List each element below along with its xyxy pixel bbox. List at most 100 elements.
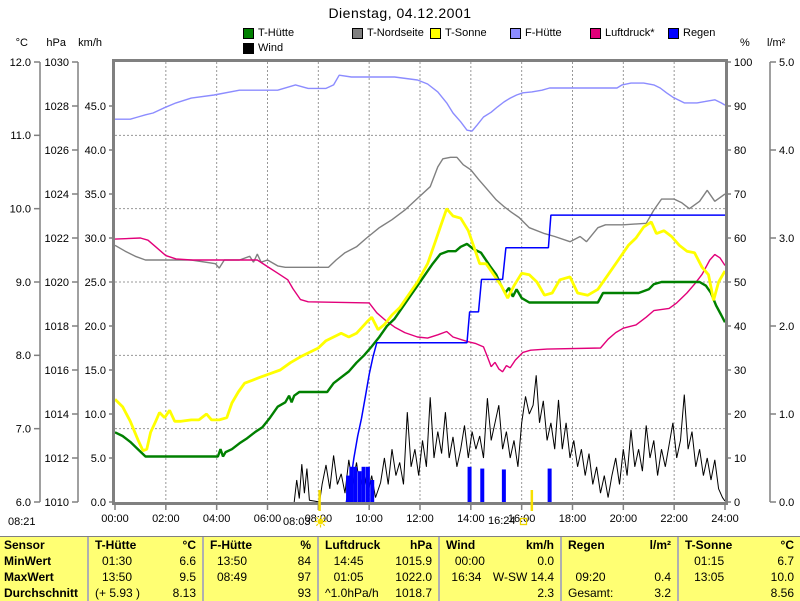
cell-value: W-SW 14.4 — [492, 570, 554, 584]
legend-swatch — [668, 28, 679, 39]
svg-text:1022: 1022 — [45, 233, 69, 245]
sensor-name: F-Hütte — [210, 538, 252, 552]
svg-text:22:00: 22:00 — [660, 513, 688, 525]
svg-text:40.0: 40.0 — [85, 145, 106, 157]
table-header-row: Wind km/h — [440, 537, 560, 553]
table-data-row: 00:00 0.0 — [440, 553, 560, 569]
cell-time: ^1.0hPa/h — [325, 586, 379, 600]
sunset-time-label: 16:24 — [488, 515, 516, 527]
chart-title: Dienstag, 04.12.2001 — [328, 5, 472, 21]
table-column: Regen l/m² 09:20 0.4 Gesamt: 3.2 — [560, 537, 677, 601]
table-data-row: 8.56 — [679, 585, 800, 601]
legend-label: T-Sonne — [445, 27, 487, 39]
cell-time: 13:05 — [694, 570, 725, 584]
cell-value: 10.0 — [770, 570, 794, 584]
series-regen — [345, 214, 725, 502]
svg-text:1030: 1030 — [45, 57, 69, 69]
svg-text:1024: 1024 — [45, 189, 69, 201]
cell-value: 3.2 — [654, 586, 671, 600]
cell-value: 0.4 — [654, 570, 671, 584]
rain-bars — [346, 466, 552, 502]
legend-label: T-Hütte — [258, 27, 295, 39]
footer-time-label: 08:21 — [8, 516, 36, 528]
svg-text:10.0: 10.0 — [10, 203, 31, 215]
svg-text:1012: 1012 — [45, 453, 69, 465]
sensor-unit: °C — [182, 538, 196, 552]
celsius-axis: 6.0 7.0 8.0 9.0 10.0 11.0 12.0 — [10, 57, 41, 509]
table-data-row: 01:30 6.6 — [89, 553, 202, 569]
table-header-row: Regen l/m² — [562, 537, 677, 553]
sunset-marker: 16:24 — [488, 515, 529, 527]
svg-text:04:00: 04:00 — [203, 513, 231, 525]
sensor-unit: km/h — [525, 538, 554, 552]
cell-value: 2.3 — [537, 586, 554, 600]
row-label: MaxWert — [4, 570, 54, 584]
table-column: T-Hütte °C 01:30 6.6 13:50 9.5 (+ 5.93 ) 8.13 — [87, 537, 202, 601]
svg-text:10:00: 10:00 — [355, 513, 383, 525]
sunset-icon — [519, 517, 527, 526]
cell-time: 01:05 — [333, 570, 364, 584]
table-data-row: 16:34 W-SW 14.4 — [440, 569, 560, 585]
axis-unit-kmh: km/h — [78, 37, 102, 49]
table-data-row: 09:20 0.4 — [562, 569, 677, 585]
cell-value: 97 — [297, 570, 311, 584]
cell-time: Gesamt: — [568, 586, 614, 600]
svg-text:30.0: 30.0 — [85, 233, 106, 245]
svg-text:20:00: 20:00 — [610, 513, 638, 525]
cell-time: 09:20 — [575, 570, 606, 584]
kmh-axis: 0.0 5.0 10.0 15.0 20.0 25.0 30.0 35.0 40.0 45.0 — [85, 101, 115, 509]
table-data-row: ^1.0hPa/h 1018.7 — [319, 585, 438, 601]
legend-item-luftdruck-: Luftdruck* — [590, 28, 655, 39]
svg-text:5.0: 5.0 — [779, 57, 794, 69]
svg-text:90: 90 — [734, 101, 746, 113]
cell-value: 1022.0 — [395, 570, 432, 584]
svg-text:18:00: 18:00 — [559, 513, 587, 525]
legend-item-t-h-tte: T-Hütte — [243, 28, 294, 39]
cell-value: 1018.7 — [395, 586, 432, 600]
svg-text:20: 20 — [734, 409, 746, 421]
svg-text:60: 60 — [734, 233, 746, 245]
svg-text:00:00: 00:00 — [101, 513, 129, 525]
table-data-row: 93 — [204, 585, 317, 601]
legend-label: F-Hütte — [525, 27, 562, 39]
table-data-row: 14:45 1015.9 — [319, 553, 438, 569]
table-data-row: 08:49 97 — [204, 569, 317, 585]
svg-text:40: 40 — [734, 321, 746, 333]
sensor-unit: % — [300, 538, 311, 552]
svg-text:12:00: 12:00 — [406, 513, 434, 525]
cell-time: 13:50 — [102, 570, 133, 584]
cell-time: 01:15 — [694, 554, 725, 568]
table-row-label: MaxWert — [0, 569, 87, 585]
svg-text:12.0: 12.0 — [10, 57, 31, 69]
table-header-row: T-Sonne °C — [679, 537, 800, 553]
svg-text:1014: 1014 — [45, 409, 69, 421]
table-header-row: F-Hütte% — [204, 537, 317, 553]
svg-text:7.0: 7.0 — [16, 423, 31, 435]
svg-text:50: 50 — [734, 277, 746, 289]
sunrise-time-label: 08:03 — [283, 515, 311, 528]
sensor-unit: l/m² — [649, 538, 671, 552]
row-label: MinWert — [4, 554, 52, 568]
sunrise-marker: 08:03 — [283, 515, 327, 528]
cell-value: 6.6 — [179, 554, 196, 568]
svg-text:70: 70 — [734, 189, 746, 201]
legend-swatch — [243, 43, 254, 54]
sensor-name: Regen — [568, 538, 605, 552]
legend-label: Wind — [258, 42, 284, 54]
series-f-h-tte — [115, 74, 725, 132]
cell-value: 8.56 — [770, 586, 794, 600]
cell-value: 8.13 — [172, 586, 196, 600]
series-layer — [115, 74, 725, 502]
series-t-nordseite — [115, 156, 725, 269]
sensor-name: Luftdruck — [325, 538, 381, 552]
svg-text:45.0: 45.0 — [85, 101, 106, 113]
svg-text:9.0: 9.0 — [16, 277, 31, 289]
legend-swatch — [430, 28, 441, 39]
lm2-axis: 0.0 1.0 2.0 3.0 4.0 5.0 — [769, 57, 794, 509]
cell-time: 16:34 — [451, 570, 482, 584]
plot-frame — [112, 59, 728, 505]
svg-text:14:00: 14:00 — [457, 513, 485, 525]
svg-text:30: 30 — [734, 365, 746, 377]
svg-text:1028: 1028 — [45, 101, 69, 113]
